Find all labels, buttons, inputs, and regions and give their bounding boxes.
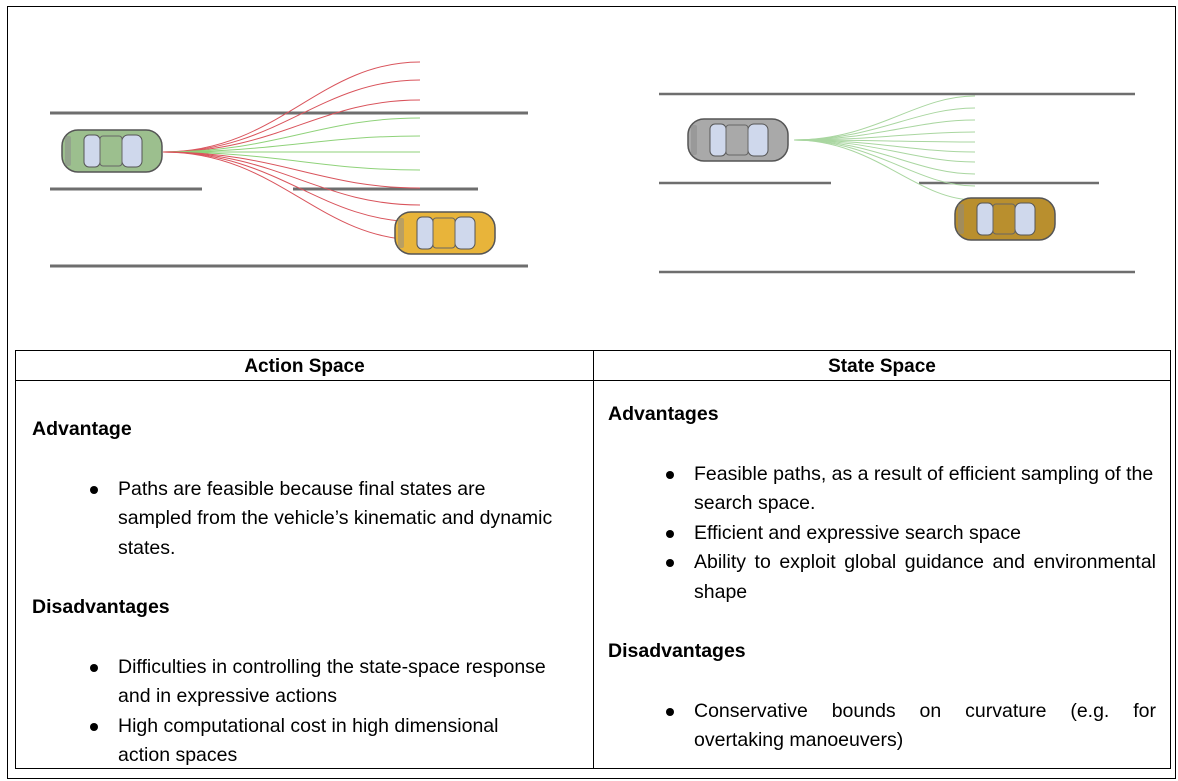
trajectory	[162, 117, 421, 153]
bullet-item: Paths are feasible because final states …	[32, 475, 553, 564]
ego-car	[687, 118, 789, 162]
ego-car	[61, 129, 163, 173]
trajectory	[162, 99, 421, 153]
bullet-list: Paths are feasible because final states …	[32, 475, 553, 564]
bullet-item: Difficulties in controlling the state-sp…	[32, 653, 553, 712]
trajectory	[162, 135, 421, 153]
bullet-item: Efficient and expressive search space	[608, 519, 1156, 549]
trajectory	[162, 151, 421, 241]
bullet-item: Ability to exploit global guidance and e…	[608, 548, 1156, 607]
trajectory	[162, 79, 421, 153]
trajectories-left	[162, 61, 421, 241]
column-header: State Space	[593, 350, 1171, 381]
trajectory	[162, 151, 421, 171]
trajectory	[162, 151, 421, 189]
bullet-list: Difficulties in controlling the state-sp…	[32, 653, 553, 771]
bullet-item: Feasible paths, as a result of efficient…	[608, 460, 1156, 519]
trajectory	[162, 151, 421, 223]
bullet-list: Conservative bounds on curvature (e.g. f…	[608, 697, 1156, 756]
section-heading: Advantage	[32, 418, 132, 440]
trajectory	[162, 151, 421, 206]
bullet-item: High computational cost in high dimensio…	[32, 712, 553, 771]
illustrations	[50, 61, 1135, 274]
table-cell: Advantage Paths are feasible because fina…	[15, 380, 594, 769]
section-heading: Advantages	[608, 403, 719, 425]
section-heading: Disadvantages	[608, 640, 746, 662]
bullet-list: Feasible paths, as a result of efficient…	[608, 460, 1156, 608]
frame	[7, 6, 1176, 779]
table-cell: Advantages Feasible paths, as a result of…	[593, 380, 1171, 769]
trajectory	[793, 139, 976, 187]
trajectory	[162, 61, 421, 153]
obstacle-car	[954, 197, 1056, 241]
trajectory	[793, 95, 976, 141]
obstacle-car	[394, 211, 496, 255]
trajectory	[793, 139, 976, 201]
trajectories-right	[793, 95, 976, 201]
road-right	[659, 92, 1135, 274]
bullet-item: Conservative bounds on curvature (e.g. f…	[608, 697, 1156, 756]
road-left	[50, 111, 528, 268]
trajectory	[793, 107, 976, 141]
column-header: Action Space	[15, 350, 594, 381]
section-heading: Disadvantages	[32, 596, 170, 618]
